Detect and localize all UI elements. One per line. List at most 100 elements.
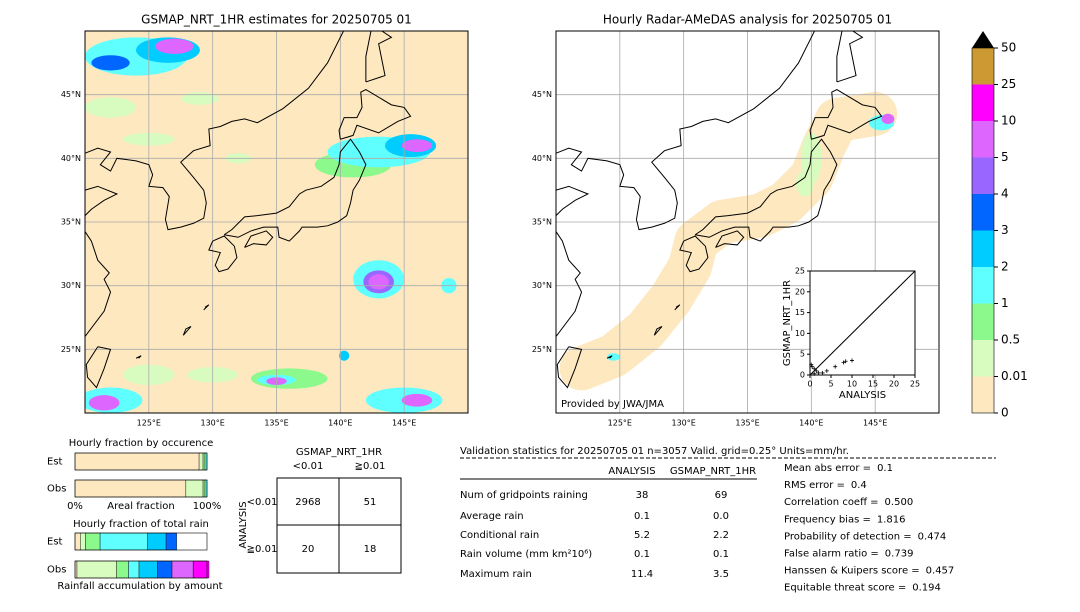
y-axis-label: GSMAP_NRT_1HR <box>782 280 793 366</box>
x-tick-label: 15 <box>868 380 878 389</box>
score: False alarm ratio = 0.739 <box>784 549 913 560</box>
score: Correlation coeff = 0.500 <box>784 497 913 508</box>
colorbar-label: 1 <box>1001 296 1009 310</box>
fraction-segment <box>74 532 81 551</box>
scatter-point <box>824 368 829 373</box>
x-tick-label: 140°E <box>799 419 823 428</box>
fraction-segment <box>157 560 173 579</box>
stats-title: Validation statistics for 20250705 01 n=… <box>460 446 849 457</box>
x-axis-label: ANALYSIS <box>839 390 886 401</box>
table-cell: 20 <box>302 544 315 555</box>
row-label: Est <box>47 537 63 548</box>
y-tick-label: 40°N <box>61 154 81 163</box>
coastline <box>606 355 613 359</box>
table-cell: 51 <box>364 497 377 508</box>
colorbar-label: 50 <box>1001 41 1016 55</box>
bar-frame <box>74 479 208 498</box>
map-layer <box>85 31 468 413</box>
diagonal <box>809 270 916 376</box>
stat-value: 0.1 <box>713 549 729 560</box>
stat-value: 0.0 <box>713 511 729 522</box>
fraction-segment <box>116 560 129 579</box>
y-tick-label: 35°N <box>61 218 81 227</box>
score-label: RMS error = <box>784 480 845 491</box>
colorbar-segment <box>972 121 994 158</box>
panel-title: Hourly fraction by occurence <box>69 438 213 449</box>
y-tick-label: 40°N <box>532 154 552 163</box>
y-tick-label: 5 <box>800 350 805 359</box>
colorbar-label: 2 <box>1001 260 1009 274</box>
row-label: Obs <box>47 484 66 495</box>
colorbar-label: 3 <box>1001 223 1009 237</box>
score-value: 0.1 <box>877 463 893 474</box>
scatter-point <box>814 368 819 373</box>
row-label: Conditional rain <box>460 530 539 541</box>
rain-area <box>88 395 120 411</box>
score-label: Probability of detection = <box>784 531 912 542</box>
score: Equitable threat score = 0.194 <box>784 583 941 594</box>
fraction-segment <box>85 532 101 551</box>
stat-value: 69 <box>715 490 728 501</box>
x-tick-label: 140°E <box>328 419 352 428</box>
score-value: 0.739 <box>885 549 914 560</box>
coastline <box>182 325 192 336</box>
colorbar-segment <box>972 376 994 413</box>
fraction-segment <box>165 532 177 551</box>
column-header: ≧0.01 <box>355 461 386 472</box>
fraction-segment <box>202 479 206 498</box>
fraction-segment <box>185 479 204 498</box>
stat-value: 3.5 <box>713 569 729 580</box>
rain-area <box>155 38 194 54</box>
x-tick-label: 0% <box>67 501 83 512</box>
rain-area <box>180 92 220 105</box>
row-label: Rain volume (mm km²10⁶) <box>460 549 592 560</box>
colorbar-segment <box>972 230 994 267</box>
score: Hanssen & Kuipers score = 0.457 <box>784 566 954 577</box>
coastline <box>244 230 274 248</box>
score: Frequency bias = 1.816 <box>784 514 906 525</box>
score-value: 0.4 <box>851 480 867 491</box>
colorbar-segment <box>972 303 994 340</box>
table-cell: 2968 <box>295 497 320 508</box>
score-label: Correlation coeff = <box>784 497 879 508</box>
score: Mean abs error = 0.1 <box>784 463 893 474</box>
coastline <box>208 235 238 273</box>
score-value: 0.194 <box>912 583 941 594</box>
y-tick-label: 45°N <box>532 90 552 99</box>
fraction-segment <box>202 452 206 471</box>
colorbar-label: 25 <box>1001 77 1016 91</box>
scatter-point <box>816 370 821 375</box>
fraction-segment <box>76 560 117 579</box>
colorbar-segment <box>972 84 994 121</box>
score: Probability of detection = 0.474 <box>784 531 946 542</box>
score: RMS error = 0.4 <box>784 480 867 491</box>
x-tick-label: 100% <box>193 501 222 512</box>
scatter-point <box>843 359 848 364</box>
scatter-point <box>812 366 817 371</box>
coastline <box>653 325 663 336</box>
colorbar-label: 0.5 <box>1001 333 1020 347</box>
row-header: <0.01 <box>247 497 278 508</box>
x-axis-label: Rainfall accumulation by amount <box>57 581 222 592</box>
panel-title: Hourly fraction of total rain <box>73 519 209 530</box>
stat-value: 0.1 <box>634 511 650 522</box>
row-label: Num of gridpoints raining <box>460 490 588 501</box>
y-tick-label: 0 <box>800 371 805 380</box>
coastline <box>556 185 590 338</box>
coastline <box>85 185 119 338</box>
credit: Provided by JWA/JMA <box>561 399 664 410</box>
row-label: Average rain <box>460 511 524 522</box>
fraction-segment <box>138 560 158 579</box>
x-tick-label: 5 <box>828 380 833 389</box>
y-tick-label: 25 <box>795 267 805 276</box>
scatter-point <box>809 362 814 367</box>
coastline <box>809 89 883 140</box>
colorbar-label: 4 <box>1001 187 1009 201</box>
coastline <box>679 235 709 273</box>
bar-frame <box>74 532 208 551</box>
score-label: Hanssen & Kuipers score = <box>784 566 920 577</box>
rain-area <box>91 55 130 71</box>
stat-value: 0.1 <box>634 549 650 560</box>
rain-area <box>796 171 814 197</box>
rain-area <box>401 139 433 152</box>
